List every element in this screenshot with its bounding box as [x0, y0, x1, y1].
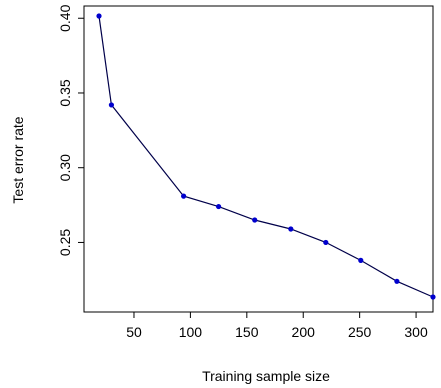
data-point	[288, 226, 294, 232]
x-tick-label: 200	[292, 324, 316, 340]
data-point	[216, 203, 222, 210]
y-tick-label: 0.40	[57, 4, 73, 31]
x-axis: 50 100 150 200 250 300	[126, 312, 428, 340]
x-tick-label: 300	[404, 324, 428, 340]
y-tick-label: 0.25	[57, 229, 73, 256]
data-point	[430, 294, 436, 300]
x-tick-label: 250	[348, 324, 372, 340]
x-tick-label: 150	[235, 324, 259, 340]
data-point	[394, 278, 400, 284]
y-tick-label: 0.35	[57, 79, 73, 106]
data-point	[252, 217, 258, 223]
plot-box	[83, 5, 434, 313]
data-point	[108, 102, 115, 108]
data-point	[323, 239, 329, 246]
x-tick-label: 100	[179, 324, 203, 340]
data-point	[181, 193, 187, 199]
data-point	[96, 13, 102, 19]
x-axis-title: Training sample size	[202, 368, 330, 384]
x-tick-label: 50	[126, 324, 142, 340]
series-line	[98, 15, 434, 298]
y-axis: 0.25 0.30 0.35 0.40	[57, 4, 84, 256]
y-tick-label: 0.30	[57, 154, 73, 181]
y-axis-title: Test error rate	[10, 116, 26, 203]
plot-area	[83, 5, 436, 313]
data-point	[358, 257, 364, 263]
